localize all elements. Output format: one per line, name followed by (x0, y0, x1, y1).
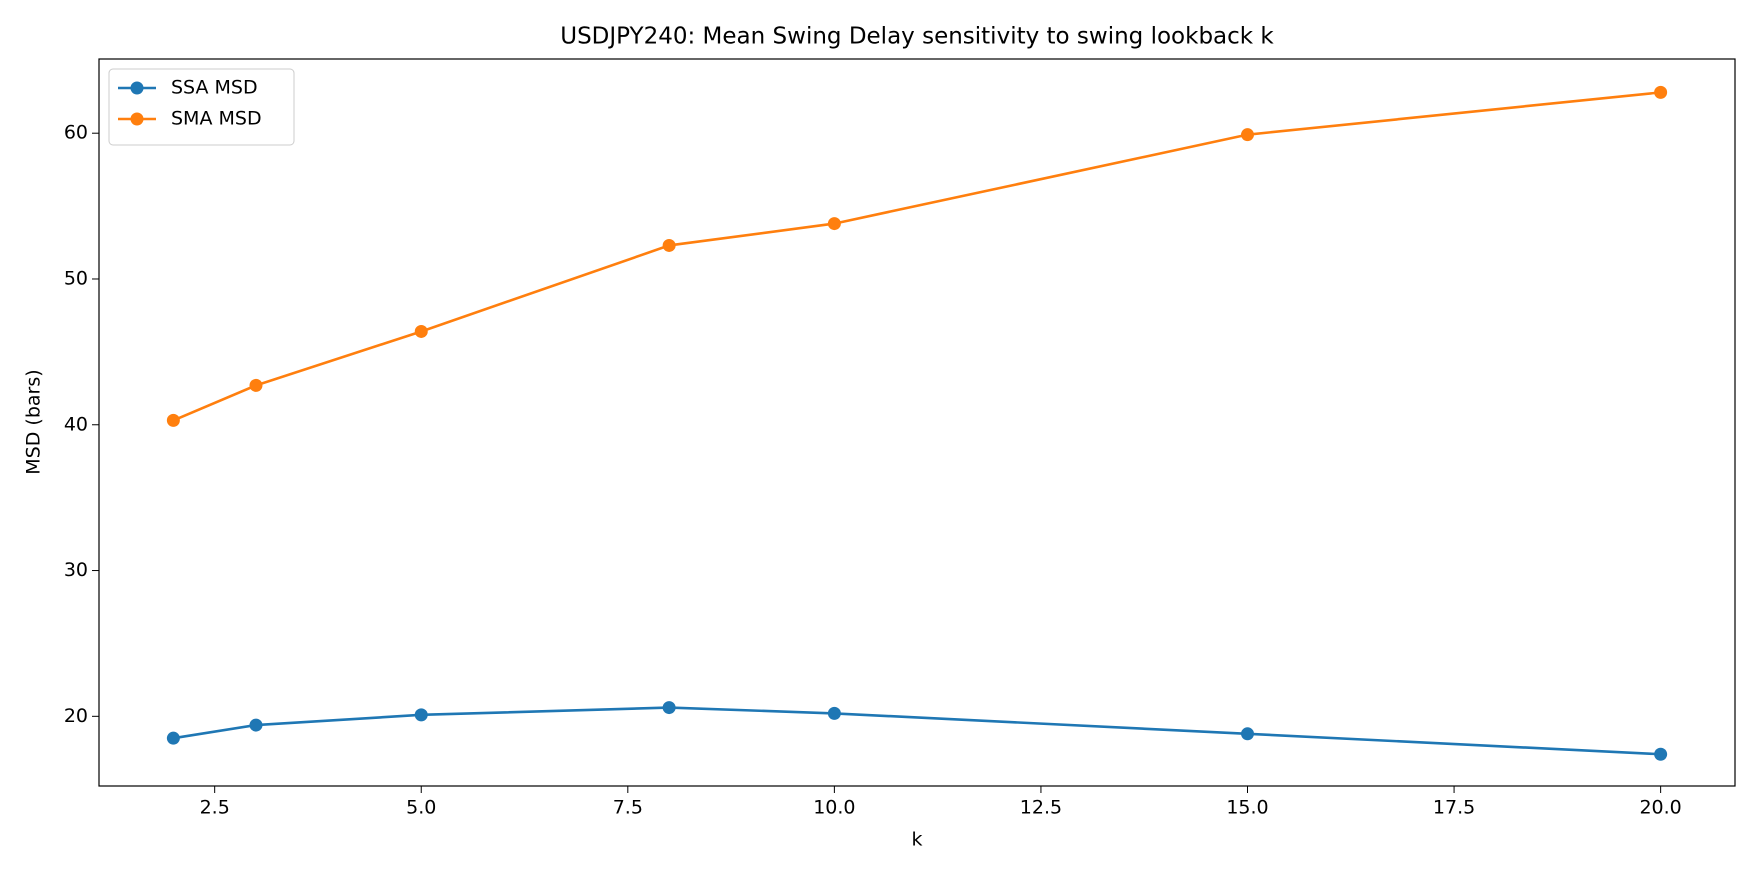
data-point (827, 217, 841, 231)
x-tick-label: 17.5 (1433, 797, 1475, 819)
x-tick-label: 7.5 (613, 797, 643, 819)
data-point (827, 706, 841, 720)
y-tick-label: 30 (64, 559, 88, 581)
data-point (166, 731, 180, 745)
chart-title: USDJPY240: Mean Swing Delay sensitivity … (560, 24, 1274, 50)
data-point (662, 238, 676, 252)
data-point (414, 708, 428, 722)
x-tick-label: 12.5 (1020, 797, 1062, 819)
legend-label: SMA MSD (171, 108, 262, 130)
legend-marker (130, 112, 144, 126)
data-point (1241, 727, 1255, 741)
x-axis-label: k (911, 829, 922, 851)
data-point (1654, 747, 1668, 761)
data-point (662, 701, 676, 715)
y-axis-label: MSD (bars) (23, 369, 45, 474)
legend-label: SSA MSD (171, 77, 258, 99)
x-tick-label: 20.0 (1639, 797, 1681, 819)
data-point (249, 718, 263, 732)
data-point (1241, 128, 1255, 142)
data-point (249, 378, 263, 392)
x-tick-label: 5.0 (406, 797, 436, 819)
y-tick-label: 50 (64, 267, 88, 289)
data-point (1654, 85, 1668, 99)
data-point (414, 324, 428, 338)
y-tick-label: 40 (64, 413, 88, 435)
legend-marker (130, 81, 144, 95)
data-point (166, 413, 180, 427)
x-tick-label: 10.0 (813, 797, 855, 819)
y-tick-label: 60 (64, 122, 88, 144)
y-tick-label: 20 (64, 705, 88, 727)
x-tick-label: 15.0 (1226, 797, 1268, 819)
x-tick-label: 2.5 (200, 797, 230, 819)
plot-frame (98, 58, 1736, 787)
